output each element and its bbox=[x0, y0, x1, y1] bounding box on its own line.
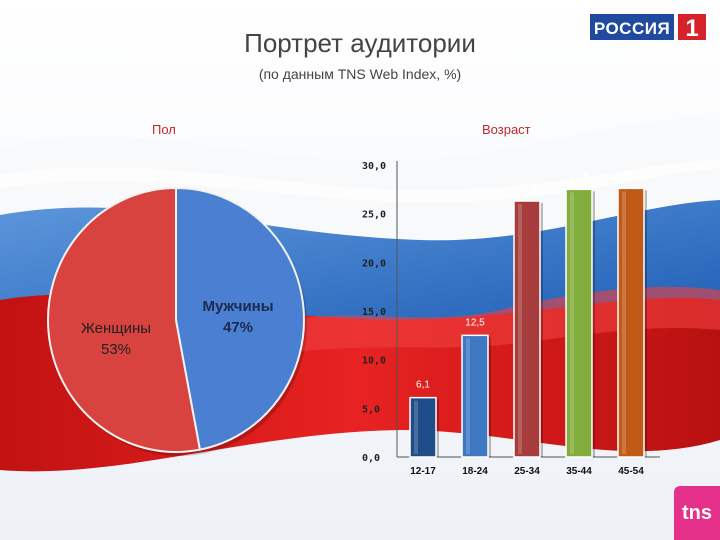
logo-text: РОССИЯ bbox=[588, 12, 676, 42]
pie-label-men: Мужчины bbox=[202, 298, 273, 315]
pie-value-women: 53% bbox=[101, 341, 131, 358]
bar-highlight bbox=[570, 192, 574, 455]
bar-value-label: 26,3 bbox=[517, 183, 537, 194]
y-tick-label: 15,0 bbox=[362, 307, 386, 318]
x-tick-label: 18-24 bbox=[462, 466, 488, 477]
bar-value-label: 27,5 bbox=[569, 171, 589, 182]
tns-logo: tns bbox=[674, 486, 720, 540]
bar-highlight bbox=[466, 338, 470, 454]
x-tick-label: 35-44 bbox=[566, 466, 592, 477]
flag-shine bbox=[0, 160, 720, 203]
bar-highlight bbox=[414, 400, 418, 454]
page-title: Портрет аудитории bbox=[244, 28, 476, 58]
y-tick-label: 25,0 bbox=[362, 210, 386, 221]
bar-35-44 bbox=[565, 188, 593, 458]
y-tick-label: 20,0 bbox=[362, 258, 386, 269]
x-tick-label: 12-17 bbox=[410, 466, 436, 477]
y-tick-label: 5,0 bbox=[362, 404, 380, 415]
channel-logo: РОССИЯ 1 bbox=[588, 12, 708, 42]
pie-label-women: Женщины bbox=[81, 320, 151, 337]
x-tick-label: 45-54 bbox=[618, 466, 644, 477]
pie-slice-women bbox=[47, 186, 202, 453]
bar-chart-title: Возраст bbox=[482, 122, 531, 137]
flag-red-fold bbox=[250, 286, 720, 360]
pie-chart-title: Пол bbox=[152, 122, 176, 137]
logo-number: 1 bbox=[676, 12, 708, 42]
bar-18-24 bbox=[461, 334, 489, 458]
y-tick-label: 30,0 bbox=[362, 161, 386, 172]
pie-value-men: 47% bbox=[223, 319, 253, 336]
bar-highlight bbox=[518, 204, 522, 454]
x-tick-label: 25-34 bbox=[514, 466, 540, 477]
bar-12-17 bbox=[409, 396, 437, 458]
bar-25-34 bbox=[513, 200, 541, 458]
y-tick-label: 0,0 bbox=[362, 453, 380, 464]
page-subtitle: (по данным TNS Web Index, %) bbox=[258, 66, 462, 82]
pie-slice-men bbox=[175, 186, 305, 451]
bar-value-label: 27,6 bbox=[621, 170, 641, 181]
bar-value-label: 6,1 bbox=[416, 380, 430, 391]
bar-45-54 bbox=[617, 187, 645, 458]
bar-value-label: 12,5 bbox=[465, 317, 485, 328]
y-tick-label: 10,0 bbox=[362, 356, 386, 367]
bar-highlight bbox=[622, 191, 626, 455]
